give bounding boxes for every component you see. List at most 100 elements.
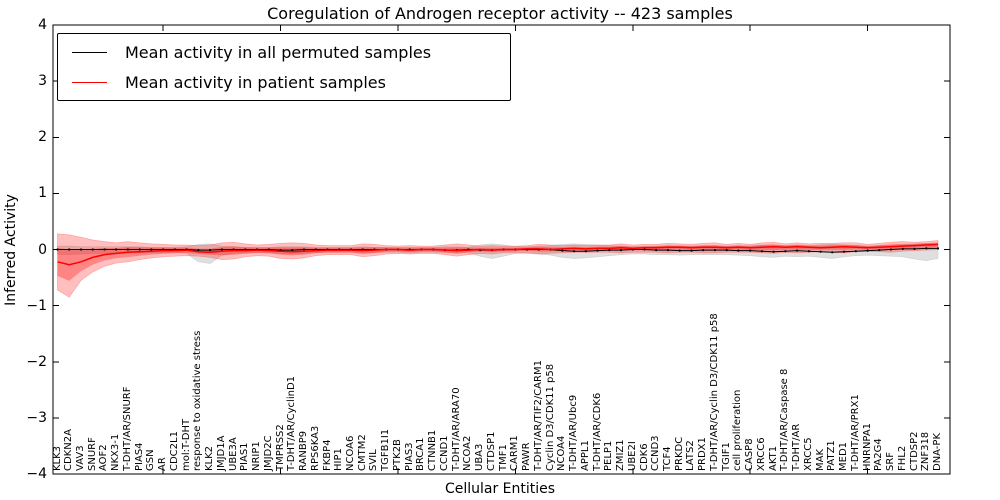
x-category-label: TGFB1I1: [380, 428, 392, 471]
legend-item: Mean activity in patient samples: [58, 67, 510, 97]
y-tick-label: −4: [26, 466, 47, 482]
x-category-label: FKBP4: [321, 439, 333, 471]
x-category-label: LATS2: [685, 440, 697, 471]
x-category-label: ZNF318: [920, 431, 932, 471]
x-category-label: CARM1: [509, 435, 521, 471]
x-category-label: CCND3: [650, 435, 662, 471]
x-category-label: CDC2L1: [168, 431, 180, 471]
x-category-label: CTDSP2: [908, 431, 920, 471]
x-category-label: VAV3: [74, 445, 86, 471]
y-tick-label: 1: [38, 185, 47, 202]
x-category-label: PIAS1: [239, 442, 251, 471]
x-category-label: RPS6KA3: [309, 425, 321, 471]
x-category-label: T-DHT/AR/PRX1: [849, 394, 861, 471]
x-category-label: APPL1: [579, 440, 591, 471]
y-tick-label: −3: [26, 409, 47, 426]
legend-label: Mean activity in all permuted samples: [125, 42, 432, 62]
x-category-label: PA2G4: [873, 438, 885, 471]
x-category-label: HIP1: [333, 448, 345, 471]
x-category-label: T-DHT/AR/ARA70: [450, 387, 462, 471]
x-category-label: SRF: [885, 451, 897, 471]
x-category-label: NKX3-1: [110, 433, 122, 471]
x-category-label: PIAS4: [133, 442, 145, 471]
y-tick-label: 4: [38, 17, 47, 33]
x-category-label: ZMIZ1: [615, 439, 627, 471]
y-tick-label: −1: [26, 297, 47, 314]
x-category-label: HNRNPA1: [861, 422, 873, 471]
x-axis-label: Cellular Entities: [444, 481, 556, 497]
x-category-label: T-DHT/AR/Ubc9: [568, 394, 580, 471]
x-category-label: MAK: [814, 448, 826, 471]
x-category-label: PIAS3: [403, 442, 415, 471]
x-category-label: PRKDC: [673, 436, 685, 471]
x-category-label: DNA-PK: [932, 433, 943, 471]
x-category-label: SVIL: [368, 449, 380, 471]
x-category-label: AR: [157, 457, 169, 471]
x-category-label: MED1: [838, 441, 850, 471]
x-category-label: T-DHT/AR/SNURF: [121, 386, 133, 471]
x-category-label: GSN: [145, 449, 157, 471]
x-category-label: TGIF1: [720, 442, 732, 471]
x-category-label: JMJD2C: [262, 435, 274, 471]
x-category-label: PRDX1: [697, 437, 709, 471]
x-category-label: UBE2I: [626, 441, 638, 471]
x-category-label: NCOA4: [556, 435, 568, 471]
legend-label: Mean activity in patient samples: [125, 72, 386, 92]
x-category-label: NCOA6: [345, 435, 356, 471]
x-category-label: PELP1: [603, 440, 615, 471]
x-category-label: response to oxidative stress: [192, 330, 204, 471]
x-category-label: RANBP9: [298, 430, 310, 471]
x-category-label: XRCC5: [802, 437, 814, 471]
x-category-label: KLK3: [51, 445, 63, 471]
x-category-label: cell proliferation: [732, 389, 744, 471]
x-category-label: AOF2: [98, 444, 110, 471]
x-category-label: PTK2B: [391, 439, 403, 471]
x-category-label: CCND1: [438, 435, 450, 471]
x-category-label: T-DHT/AR/Cyclin D3/CDK11 p58: [708, 313, 720, 471]
x-category-label: T-DHT/AR/CDK6: [591, 392, 603, 471]
x-category-label: T-DHT/AR/TIF2/CARM1: [532, 360, 544, 471]
x-category-label: TMF1: [497, 444, 509, 471]
black-line-sample-icon: [72, 51, 107, 53]
red-band-outer: [57, 233, 939, 298]
y-tick-label: −2: [26, 353, 47, 370]
x-category-label: Cyclin D3/CDK11 p58: [544, 363, 556, 471]
y-tick-label: 0: [38, 241, 47, 258]
x-category-label: T-DHT/AR/CyclinD1: [286, 375, 298, 471]
x-category-label: PAWR: [521, 442, 533, 471]
x-category-label: SNURF: [86, 437, 98, 471]
x-category-label: T-DHT/AR/Caspase 8: [779, 368, 791, 471]
axis-ticks: [53, 24, 950, 475]
y-tick-label: 3: [38, 73, 47, 90]
y-tick-label: 2: [38, 129, 47, 146]
x-category-label: UBA3: [474, 443, 486, 471]
chart-title: Coregulation of Androgen receptor activi…: [267, 4, 733, 23]
x-category-label: KLK2: [204, 445, 216, 471]
legend: Mean activity in all permuted samples Me…: [57, 33, 511, 101]
x-category-label: TMPRSS2: [274, 424, 286, 471]
red-line-sample-icon: [72, 81, 107, 83]
x-category-label: CDK6: [638, 443, 650, 471]
x-category-label: CMTM2: [356, 434, 368, 471]
x-category-label: AKT1: [767, 445, 779, 471]
x-category-label: TCF4: [661, 446, 673, 471]
x-category-label: PATZ1: [826, 440, 838, 471]
red-band-inner: [57, 242, 938, 281]
x-category-label: mol:T-DHT: [180, 418, 192, 471]
x-category-label: CTDSP1: [485, 431, 497, 471]
x-category-label: JMJD1A: [215, 435, 227, 471]
red-mean-line: [57, 243, 939, 266]
x-category-label: FHL2: [896, 445, 908, 471]
x-category-label: CTNNB1: [427, 429, 439, 471]
x-category-label: XRCC6: [755, 437, 767, 471]
legend-item: Mean activity in all permuted samples: [58, 37, 510, 67]
x-category-label: CASP8: [744, 438, 756, 471]
x-category-label: T-DHT/AR: [791, 423, 803, 471]
x-category-label: UBE3A: [227, 437, 239, 471]
x-category-label: NRIP1: [251, 441, 263, 471]
x-category-label: NCOA2: [462, 435, 474, 471]
x-category-label: CDKN2A: [63, 429, 75, 471]
x-category-label: BRCA1: [415, 437, 427, 472]
